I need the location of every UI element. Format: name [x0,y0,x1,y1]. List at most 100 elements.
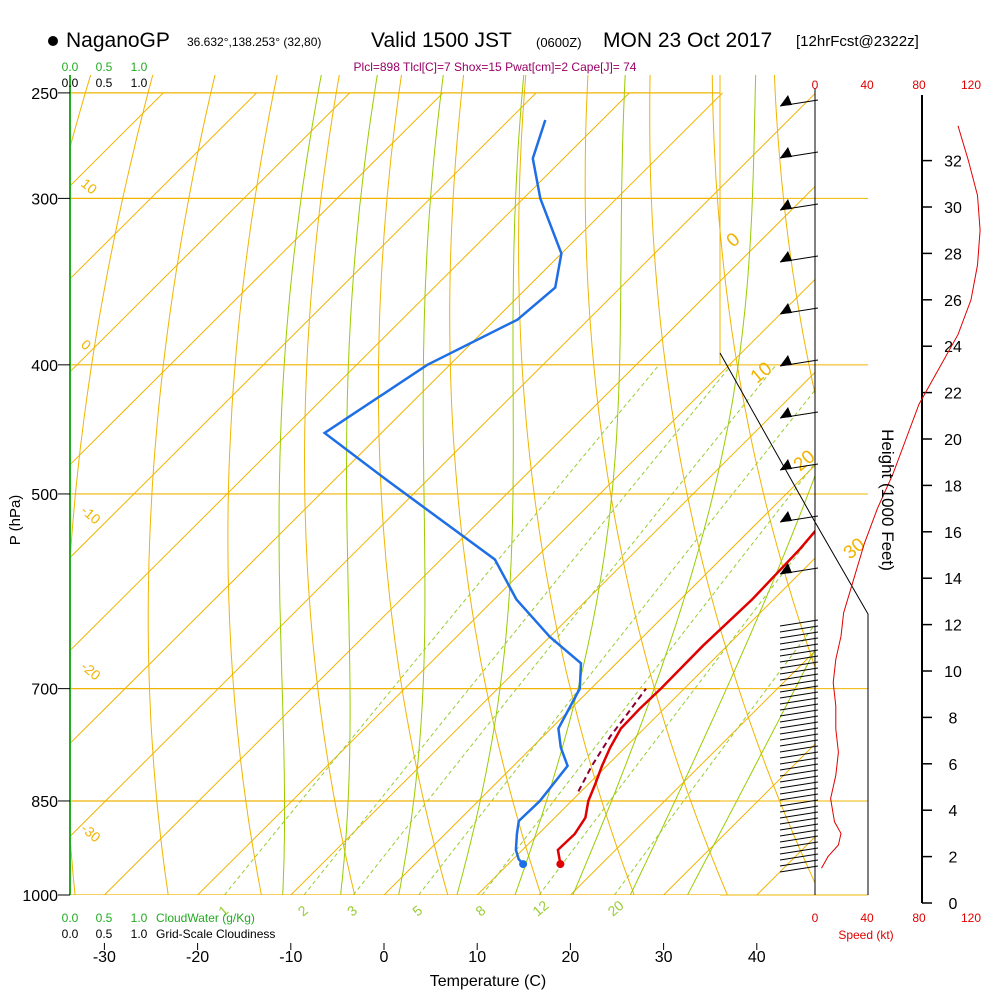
cloudiness-label: Grid-Scale Cloudiness [156,927,275,941]
surface-temperature-dot [556,860,565,869]
mixing-ratio-label: 3 [344,902,360,919]
cloudwater-bottom-tick: 1.0 [131,911,148,925]
station-coords: 36.632°,138.253° (32,80) [187,35,322,49]
wind-barb-icon [779,739,819,747]
wind-barb-icon [779,727,819,735]
cloudiness-top-tick: 0.0 [62,76,79,90]
dry-adiabat-line [584,75,728,895]
cloudiness-bottom-tick: 1.0 [131,927,148,941]
dry-adiabat-line [836,69,1000,923]
cloudiness-top-tick: 0.5 [96,76,113,90]
indices-line: Plcl=898 Tlcl[C]=7 Shox=15 Pwat[cm]=2 Ca… [354,60,637,74]
isotherm-line [476,557,815,895]
moist-adiabat-line [278,75,322,895]
wind-barb-icon [779,781,819,789]
wind-barb-icon [779,853,819,861]
dry-adiabat-line [227,75,278,895]
height-tick-label: 32 [944,154,962,171]
wind-barb-icon [779,829,819,837]
dry-adiabat-line [773,75,815,396]
cloudwater-bottom-tick: 0.5 [96,911,113,925]
wind-barb-icon [779,811,819,819]
mixing-ratio-line [353,364,777,895]
wind-barb-icon [779,823,819,831]
height-tick-label: 10 [944,664,962,681]
y-tick-label: 500 [31,487,58,504]
height-tick-label: 2 [949,850,958,867]
dry-adiabat-line [147,75,216,895]
wind-barb-icon [779,631,819,639]
cloudwater-top-tick: 0.5 [96,60,113,74]
wind-barb-flag-icon [780,147,792,158]
isotherm-line [70,92,444,466]
wind-barb-icon [779,709,819,717]
wind-barb-icon [779,721,819,729]
wind-speed-top-tick: 120 [961,78,981,92]
wind-barb-flag-icon [780,199,792,210]
moist-adiabat-label: 30 [840,534,870,564]
mixing-ratio-line [613,623,815,895]
wind-barb-flag-icon [780,95,792,106]
wind-barb-flag-icon [780,355,792,366]
y-tick-label: 250 [31,86,58,103]
dewpoint-line [322,119,583,865]
station-name: NaganoGP [66,29,170,52]
wind-barb-icon [779,733,819,741]
station-dot-icon [48,36,58,46]
mixing-ratio-label: 12 [529,897,551,919]
wind-speed-bottom-tick: 80 [912,911,926,925]
dry-adiabat-label: -10 [78,502,104,527]
height-tick-label: 22 [944,386,962,403]
cloudwater-top-tick: 0.0 [62,60,79,74]
x-tick-label: 40 [748,949,766,966]
dry-adiabat-line [303,75,356,895]
wind-barb-icon [779,619,819,627]
x-tick-label: 10 [468,949,486,966]
height-tick-label: 16 [944,525,962,542]
wind-barb-icon [779,625,819,633]
wind-barb-icon [779,655,819,663]
moist-adiabat-line [686,648,815,895]
wind-barb-flag-icon [780,303,792,314]
sounding-lines [322,119,815,869]
moist-adiabat-line [456,75,525,895]
x-axis-title: Temperature (C) [430,973,546,990]
height-axis-title: Height (1000 Feet) [878,429,897,571]
tropopause-boundary-line [719,352,869,895]
wind-barb-icon [779,745,819,753]
wind-barb-flag-icon [780,563,792,574]
height-tick-label: 26 [944,293,962,310]
moist-adiabat-line [514,75,626,895]
wind-barb-icon [779,715,819,723]
wind-barb-icon [779,679,819,687]
dry-adiabat-line [377,75,449,895]
x-tick-label: -30 [93,949,116,966]
dry-adiabat-line [960,69,1000,923]
x-tick-label: 20 [562,949,580,966]
height-tick-label: 4 [949,803,958,820]
dry-adiabat-label: 10 [78,175,100,197]
wind-barb-icon [779,691,819,699]
height-tick-label: 18 [944,478,962,495]
mixing-ratio-line [224,364,660,895]
mixing-ratio-line [418,389,815,895]
wind-barb-icon [779,835,819,843]
height-tick-label: 28 [944,246,962,263]
wind-barb-icon [779,805,819,813]
wind-barb-icon [779,667,819,675]
x-tick-label: 0 [380,949,389,966]
wind-barb-icon [779,643,819,651]
wind-barb-icon [779,793,819,801]
dry-adiabat-line [518,75,635,895]
dry-adiabat-label: 0 [78,336,94,353]
moist-adiabat-line [340,75,378,895]
wind-barb-icon [779,751,819,759]
wind-barb-icon [779,847,819,855]
dry-adiabat-line [70,75,154,895]
wind-barb-icon [779,787,819,795]
wind-barb-icon [779,703,819,711]
surface-dewpoint-dot [519,860,528,869]
